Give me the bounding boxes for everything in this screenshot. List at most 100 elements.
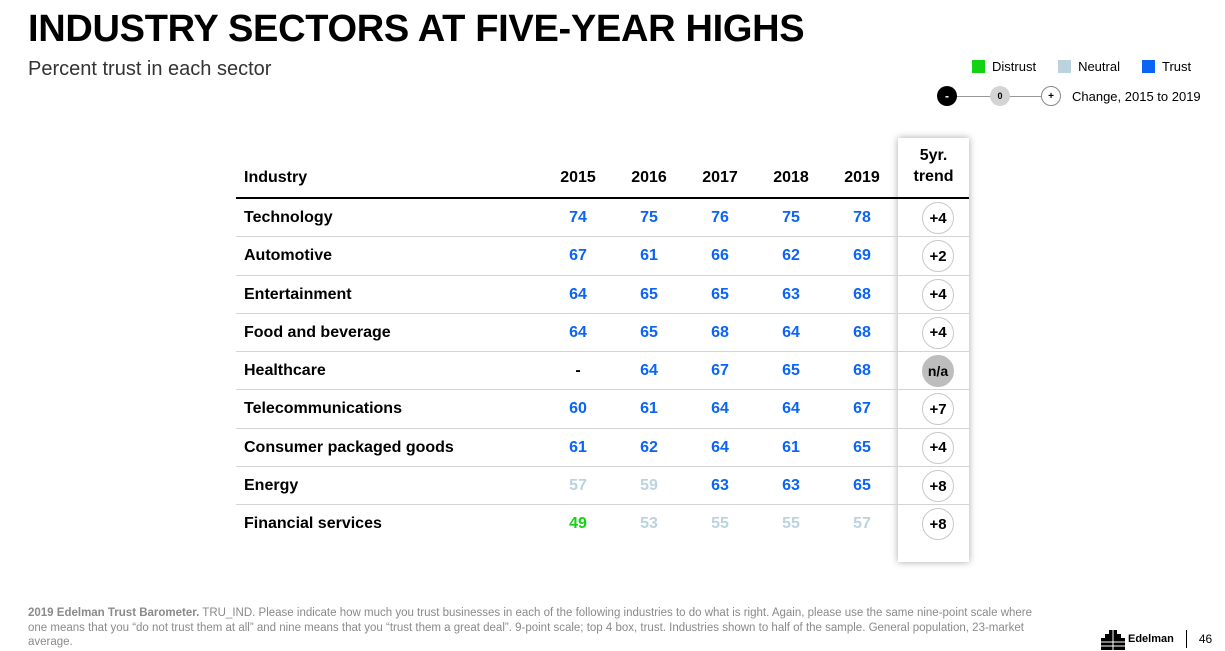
value-2015: 49 xyxy=(569,515,587,533)
header-trend: 5yr. trend xyxy=(898,145,969,187)
table-row: Consumer packaged goods 61 62 64 61 65 +4 xyxy=(236,429,969,468)
value-2018: 55 xyxy=(782,515,800,533)
trend-badge: +8 xyxy=(922,508,954,541)
page-title: INDUSTRY SECTORS AT FIVE-YEAR HIGHS xyxy=(28,8,805,50)
value-2017: 67 xyxy=(711,362,729,380)
value-2017: 63 xyxy=(711,477,729,495)
value-2015: - xyxy=(575,362,581,380)
change-zero-marker: 0 xyxy=(990,86,1010,106)
trend-badge: n/a xyxy=(922,355,954,388)
header-trend-line1: 5yr. xyxy=(919,147,948,164)
value-2016: 61 xyxy=(640,247,658,265)
value-2018: 64 xyxy=(782,400,800,418)
change-plus-marker: + xyxy=(1041,86,1061,106)
value-2019: 67 xyxy=(853,400,871,418)
page-subtitle: Percent trust in each sector xyxy=(28,58,272,80)
value-2016: 53 xyxy=(640,515,658,533)
legend-label-distrust: Distrust xyxy=(992,59,1037,74)
value-2015: 60 xyxy=(569,400,587,418)
industry-name: Automotive xyxy=(244,247,332,265)
table-row: Entertainment 64 65 65 63 68 +4 xyxy=(236,276,969,314)
legend-swatch-trust xyxy=(1141,60,1155,73)
table-row: Automotive 67 61 66 62 69 +2 xyxy=(236,237,969,276)
value-2016: 61 xyxy=(640,400,658,418)
table-row: Energy 57 59 63 63 65 +8 xyxy=(236,467,969,506)
table-row: Food and beverage 64 65 68 64 68 +4 xyxy=(236,314,969,353)
edelman-logo-icon xyxy=(1101,630,1125,650)
value-2016: 62 xyxy=(640,438,658,456)
industry-name: Entertainment xyxy=(244,285,352,303)
header-year-2017: 2017 xyxy=(702,169,738,186)
value-2017: 66 xyxy=(711,247,729,265)
value-2017: 76 xyxy=(711,209,729,226)
table-row: Telecommunications 60 61 64 64 67 +7 xyxy=(236,390,969,429)
value-2019: 69 xyxy=(853,247,871,265)
value-2018: 63 xyxy=(782,285,800,303)
table-header: Industry 2015 2016 2017 2018 2019 5yr. t… xyxy=(236,140,969,199)
value-2016: 59 xyxy=(640,477,658,495)
value-2017: 64 xyxy=(711,438,729,456)
change-legend: - 0 + Change, 2015 to 2019 xyxy=(937,86,1201,106)
table-row: Healthcare - 64 67 65 68 n/a xyxy=(236,352,969,391)
value-2019: 57 xyxy=(853,515,871,533)
value-2016: 75 xyxy=(640,209,658,226)
value-2015: 64 xyxy=(569,285,587,303)
value-2017: 55 xyxy=(711,515,729,533)
value-2018: 75 xyxy=(782,209,800,226)
value-2018: 64 xyxy=(782,323,800,341)
header-year-2015: 2015 xyxy=(560,169,596,186)
brand-name: Edelman xyxy=(1128,633,1174,645)
change-legend-label: Change, 2015 to 2019 xyxy=(1072,88,1201,104)
legend-item-distrust: Distrust xyxy=(972,59,1036,74)
header-year-2018: 2018 xyxy=(773,169,809,186)
value-2019: 68 xyxy=(853,285,871,303)
trend-badge: +8 xyxy=(922,470,954,503)
change-scale: - 0 + xyxy=(937,86,1061,106)
header-year-2016: 2016 xyxy=(631,169,667,186)
value-2016: 64 xyxy=(640,362,658,380)
table-body: Technology 74 75 76 75 78 +4 Automotive 67 61 66 62… xyxy=(236,199,969,544)
trend-badge: +4 xyxy=(922,202,954,234)
footnote-text: TRU_IND. Please indicate how much you tr… xyxy=(28,607,1033,648)
legend-label-trust: Trust xyxy=(1161,59,1192,74)
value-2015: 64 xyxy=(569,323,587,341)
header-trend-line2: trend xyxy=(913,168,954,185)
legend-label-neutral: Neutral xyxy=(1078,59,1120,74)
value-2015: 57 xyxy=(569,477,587,495)
footnote-source: 2019 Edelman Trust Barometer. xyxy=(28,607,200,619)
color-legend: Distrust Neutral Trust xyxy=(972,59,1191,74)
value-2019: 68 xyxy=(853,323,871,341)
brand-footer: Edelman 46 xyxy=(1101,626,1212,651)
industry-name: Telecommunications xyxy=(244,400,402,418)
change-minus-marker: - xyxy=(937,86,957,106)
value-2015: 67 xyxy=(569,247,587,265)
value-2018: 65 xyxy=(782,362,800,380)
value-2016: 65 xyxy=(640,323,658,341)
industry-name: Technology xyxy=(244,209,333,226)
trend-badge: +4 xyxy=(922,431,954,464)
table-row: Technology 74 75 76 75 78 +4 xyxy=(236,199,969,238)
value-2017: 68 xyxy=(711,323,729,341)
trend-badge: +4 xyxy=(922,278,954,311)
value-2019: 78 xyxy=(853,209,871,226)
header-year-2019: 2019 xyxy=(844,169,880,186)
value-2019: 68 xyxy=(853,362,871,380)
value-2019: 65 xyxy=(853,438,871,456)
value-2017: 64 xyxy=(711,400,729,418)
footnote: 2019 Edelman Trust Barometer. TRU_IND. P… xyxy=(28,606,1038,650)
value-2016: 65 xyxy=(640,285,658,303)
value-2019: 65 xyxy=(853,477,871,495)
value-2018: 63 xyxy=(782,477,800,495)
header-industry: Industry xyxy=(244,169,308,186)
trend-badge: +2 xyxy=(922,240,954,273)
industry-name: Food and beverage xyxy=(244,323,391,341)
trend-badge: +4 xyxy=(922,316,954,349)
brand-separator xyxy=(1185,630,1187,648)
industry-name: Energy xyxy=(244,477,299,495)
value-2015: 74 xyxy=(569,209,587,226)
industry-name: Financial services xyxy=(244,515,382,533)
legend-swatch-neutral xyxy=(1058,60,1072,73)
page-number: 46 xyxy=(1198,632,1213,646)
value-2015: 61 xyxy=(569,438,587,456)
industry-name: Healthcare xyxy=(244,362,326,380)
